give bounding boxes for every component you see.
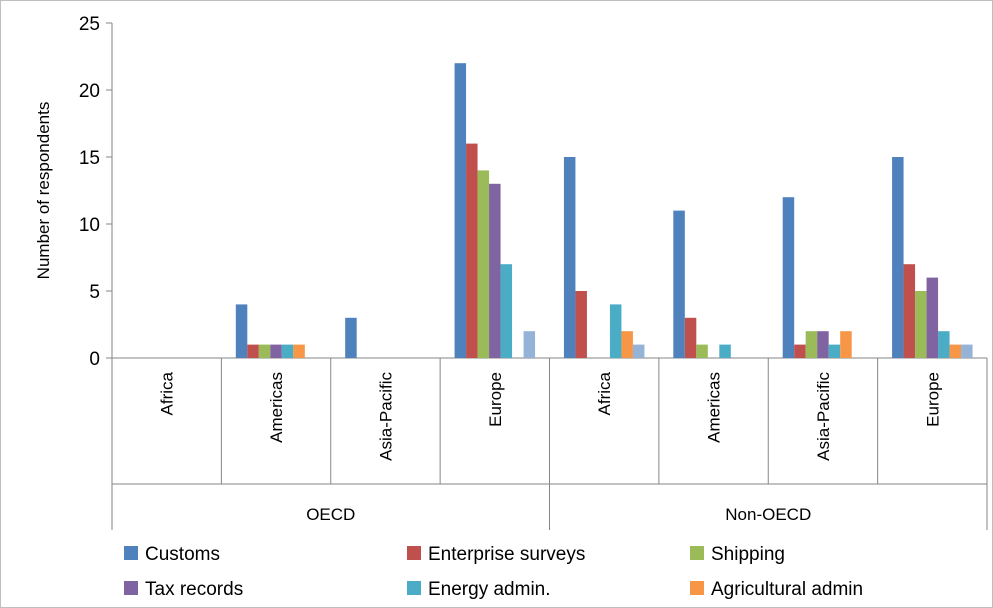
legend-swatch	[690, 581, 704, 595]
bar	[903, 264, 916, 358]
bars	[235, 63, 973, 358]
bar	[632, 344, 645, 358]
y-tick-label: 0	[89, 349, 100, 370]
category-label: Asia-Pacific	[376, 372, 395, 461]
bar	[247, 344, 259, 358]
legend-swatch	[124, 581, 138, 595]
bar	[270, 344, 282, 358]
legend-label: Enterprise surveys	[428, 544, 585, 565]
axes	[106, 22, 988, 530]
bar	[938, 331, 950, 358]
y-tick-label: 15	[79, 148, 100, 169]
legend-swatch	[690, 546, 704, 560]
category-label: Americas	[267, 372, 286, 443]
bar	[805, 331, 818, 358]
category-label: Europe	[486, 372, 505, 427]
category-label: Americas	[705, 372, 724, 443]
bar	[961, 344, 973, 358]
bar	[817, 331, 829, 358]
bar	[684, 317, 697, 358]
bar	[696, 344, 708, 358]
bar	[673, 210, 685, 358]
bar	[828, 344, 841, 358]
category-label: Africa	[595, 371, 614, 415]
bar	[563, 157, 576, 358]
legend-swatch	[124, 546, 138, 560]
bar	[523, 331, 536, 358]
bar	[500, 264, 513, 358]
legend-label: Agricultural admin	[711, 579, 863, 600]
bar	[489, 183, 501, 358]
bar	[609, 304, 622, 358]
category-label: Asia-Pacific	[814, 372, 833, 461]
y-tick-label: 10	[79, 215, 100, 236]
legend-swatch	[407, 581, 421, 595]
bar	[281, 344, 294, 358]
bar	[719, 344, 731, 358]
y-axis-title: Number of respondents	[34, 102, 53, 280]
y-tick-label: 25	[79, 14, 100, 35]
bar	[926, 277, 939, 358]
legend-swatch	[407, 546, 421, 560]
y-tick-label: 20	[79, 81, 100, 102]
bar	[892, 157, 904, 358]
bar	[794, 344, 806, 358]
legend-label: Customs	[145, 544, 220, 565]
bar	[466, 143, 478, 358]
bar	[454, 63, 467, 358]
bar	[258, 344, 271, 358]
group-label: Non-OECD	[725, 505, 811, 524]
y-tick-label: 5	[89, 282, 100, 303]
legend: Customs Enterprise surveys Shipping Tax rec…	[124, 544, 863, 600]
bar	[840, 331, 852, 358]
category-label: Europe	[923, 372, 942, 427]
bar	[293, 344, 305, 358]
bar	[949, 344, 962, 358]
group-label: OECD	[306, 505, 355, 524]
bar	[477, 170, 490, 358]
bar	[782, 197, 795, 358]
category-label: Africa	[158, 371, 177, 415]
labels: 0 5 10 15 20 25 Number of respondents Africa Ame…	[34, 14, 942, 524]
bar	[621, 331, 633, 358]
legend-label: Energy admin.	[428, 579, 551, 600]
bar	[345, 317, 357, 358]
bar	[915, 291, 927, 358]
legend-label: Tax records	[145, 579, 243, 600]
bar	[235, 304, 248, 358]
legend-label: Shipping	[711, 544, 785, 565]
bar	[575, 291, 587, 358]
